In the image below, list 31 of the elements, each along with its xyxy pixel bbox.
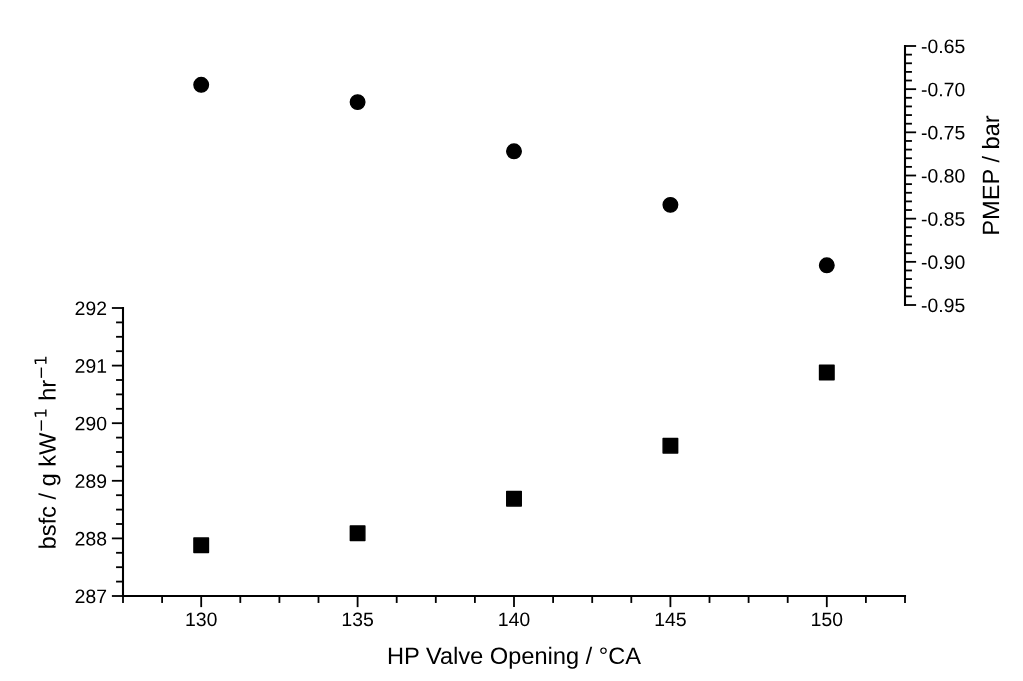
point: [818, 364, 835, 381]
y-tick-label: -0.65: [921, 39, 965, 54]
point: [193, 76, 210, 93]
point: [662, 437, 679, 454]
y-tick-label: 291: [75, 359, 107, 373]
x-axis-title: HP Valve Opening / °CA: [388, 646, 641, 669]
y-tick-label: 288: [75, 531, 107, 546]
point: [506, 143, 522, 160]
y-tick-label: -0.85: [921, 212, 965, 226]
x-tick-label: 150: [812, 612, 843, 627]
x-tick-label: 145: [655, 612, 686, 627]
y-tick-label: -0.70: [921, 82, 965, 97]
y-tick-label: 290: [75, 416, 107, 431]
y-tick-label: 287: [75, 589, 107, 604]
x-tick-label: 130: [186, 612, 217, 627]
y-tick-label: -0.75: [921, 125, 965, 140]
y-axis-title: bsfc / g kW$^{−1}$ hr$^{−1}$: [34, 356, 61, 548]
point: [818, 257, 835, 274]
x-tick-label: 135: [342, 612, 374, 627]
point: [193, 537, 210, 554]
y-tick-label: -0.80: [921, 168, 965, 183]
y-tick-label: 292: [75, 301, 107, 316]
point: [506, 490, 522, 507]
point: [349, 94, 366, 111]
y-tick-label: 289: [75, 474, 107, 489]
y-axis-title: PMEP / bar: [981, 115, 1000, 234]
point: [662, 196, 679, 213]
y-tick-label: -0.95: [921, 298, 965, 313]
point: [349, 525, 366, 542]
x-tick-label: 140: [499, 612, 530, 627]
y-tick-label: -0.90: [921, 255, 965, 270]
